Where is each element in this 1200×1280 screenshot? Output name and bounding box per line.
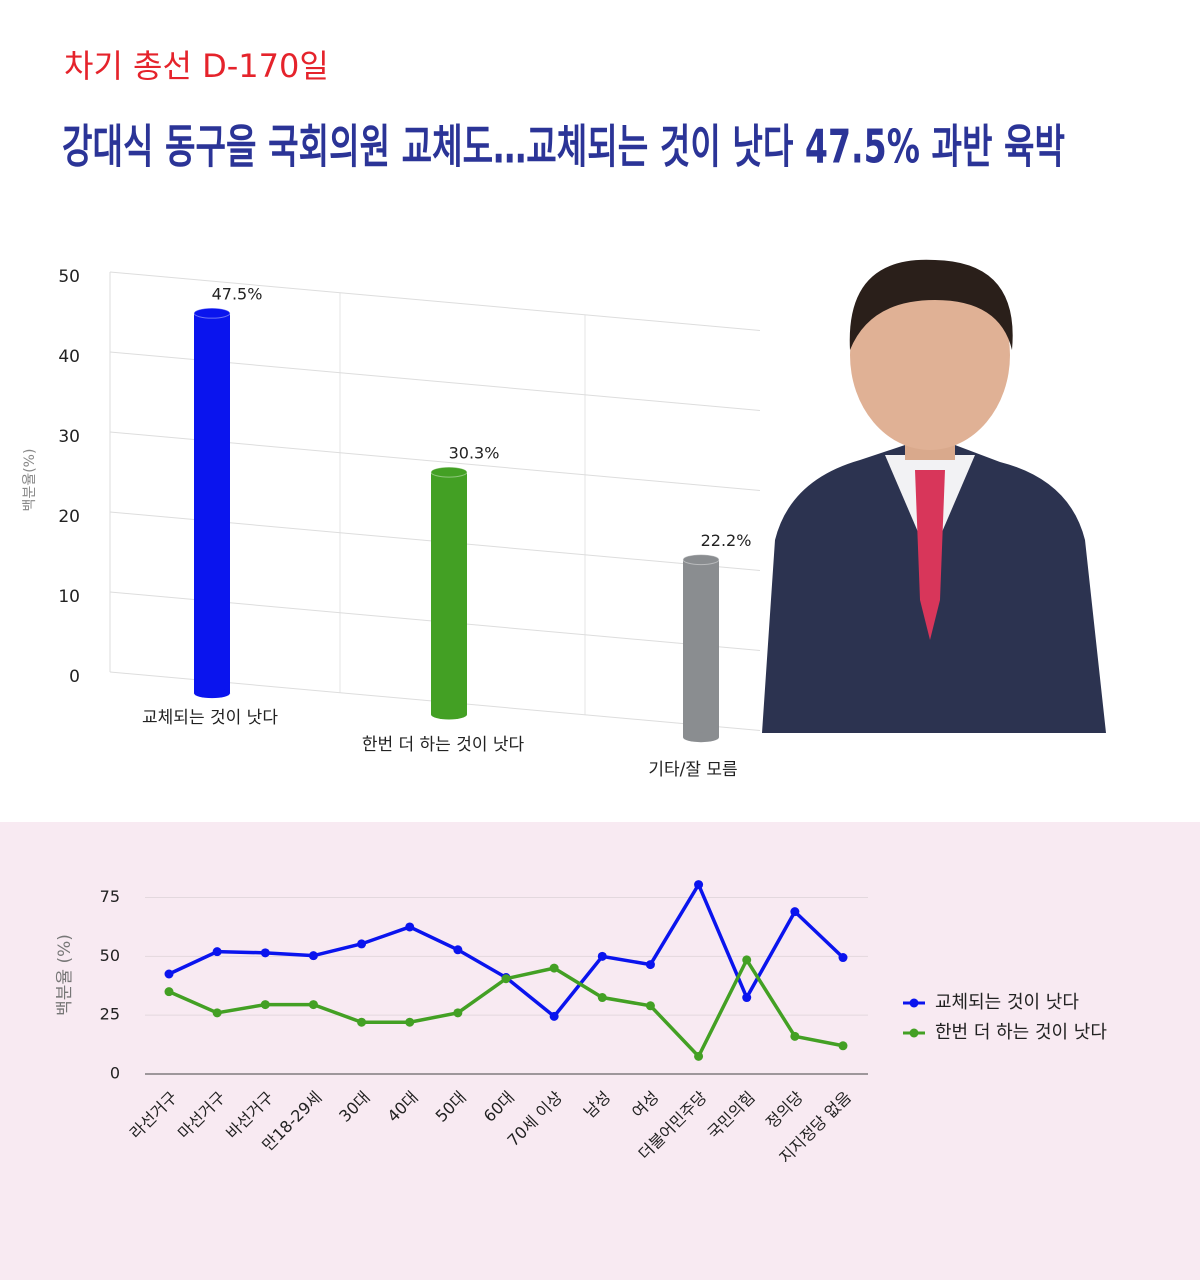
point [308,951,318,961]
point [645,960,655,970]
point [645,1001,655,1011]
x-tick-label: 기타/잘 모름 [648,760,737,780]
bar-base [194,688,230,699]
point [308,1000,318,1010]
point [164,969,174,979]
point [357,1017,367,1027]
point [597,951,607,961]
point [453,945,463,955]
photo [760,250,1106,733]
bar-cap [430,466,468,478]
y-tick-label: 25 [100,1005,120,1024]
y-axis-label: 백분율(%) [22,449,38,512]
point [838,953,848,963]
kicker: 차기 총선 D-170일 [64,47,329,85]
bar-cap [682,554,720,566]
y-tick-label: 0 [69,667,80,687]
legend-label: 한번 더 하는 것이 낫다 [935,1022,1107,1043]
point [549,1011,559,1021]
y-tick-label: 10 [58,587,80,607]
bar [431,472,467,715]
grid-line [109,271,761,331]
value-label: 30.3% [449,444,500,463]
point [260,948,270,958]
point [742,993,752,1003]
bar [683,559,719,738]
point [694,1051,704,1061]
y-tick-label: 75 [100,887,120,906]
y-tick-label: 40 [58,347,80,367]
point [694,880,704,890]
bar-base [431,709,467,720]
y-tick-label: 50 [100,946,120,965]
point [501,974,511,984]
y-tick-label: 50 [58,267,80,287]
line-panel-bg [0,822,1200,1280]
bar-base [683,732,719,743]
legend-label: 교체되는 것이 낫다 [935,992,1079,1013]
point [405,922,415,932]
legend-marker [909,1028,919,1038]
y-tick-label: 0 [110,1064,120,1083]
legend-marker [909,998,919,1008]
value-label: 22.2% [701,531,752,550]
point [549,963,559,973]
point [357,939,367,949]
point [212,1008,222,1018]
point [597,993,607,1003]
value-label: 47.5% [212,285,263,304]
x-tick-label: 교체되는 것이 낫다 [142,708,278,728]
point [838,1041,848,1051]
point [212,947,222,957]
y-tick-label: 30 [58,427,80,447]
y-axis-label: 백분율 (%) [55,934,75,1016]
point [164,987,174,997]
point [405,1017,415,1027]
point [790,907,800,917]
headline: 강대식 동구을 국회의원 교체도…교체되는 것이 낫다 47.5% 과반 육박 [62,120,1065,174]
bar [194,313,230,694]
y-tick-label: 20 [58,507,80,527]
point [453,1008,463,1018]
x-tick-label: 한번 더 하는 것이 낫다 [362,735,525,755]
point [790,1031,800,1041]
point [742,955,752,965]
bar-cap [193,307,231,319]
point [260,1000,270,1010]
